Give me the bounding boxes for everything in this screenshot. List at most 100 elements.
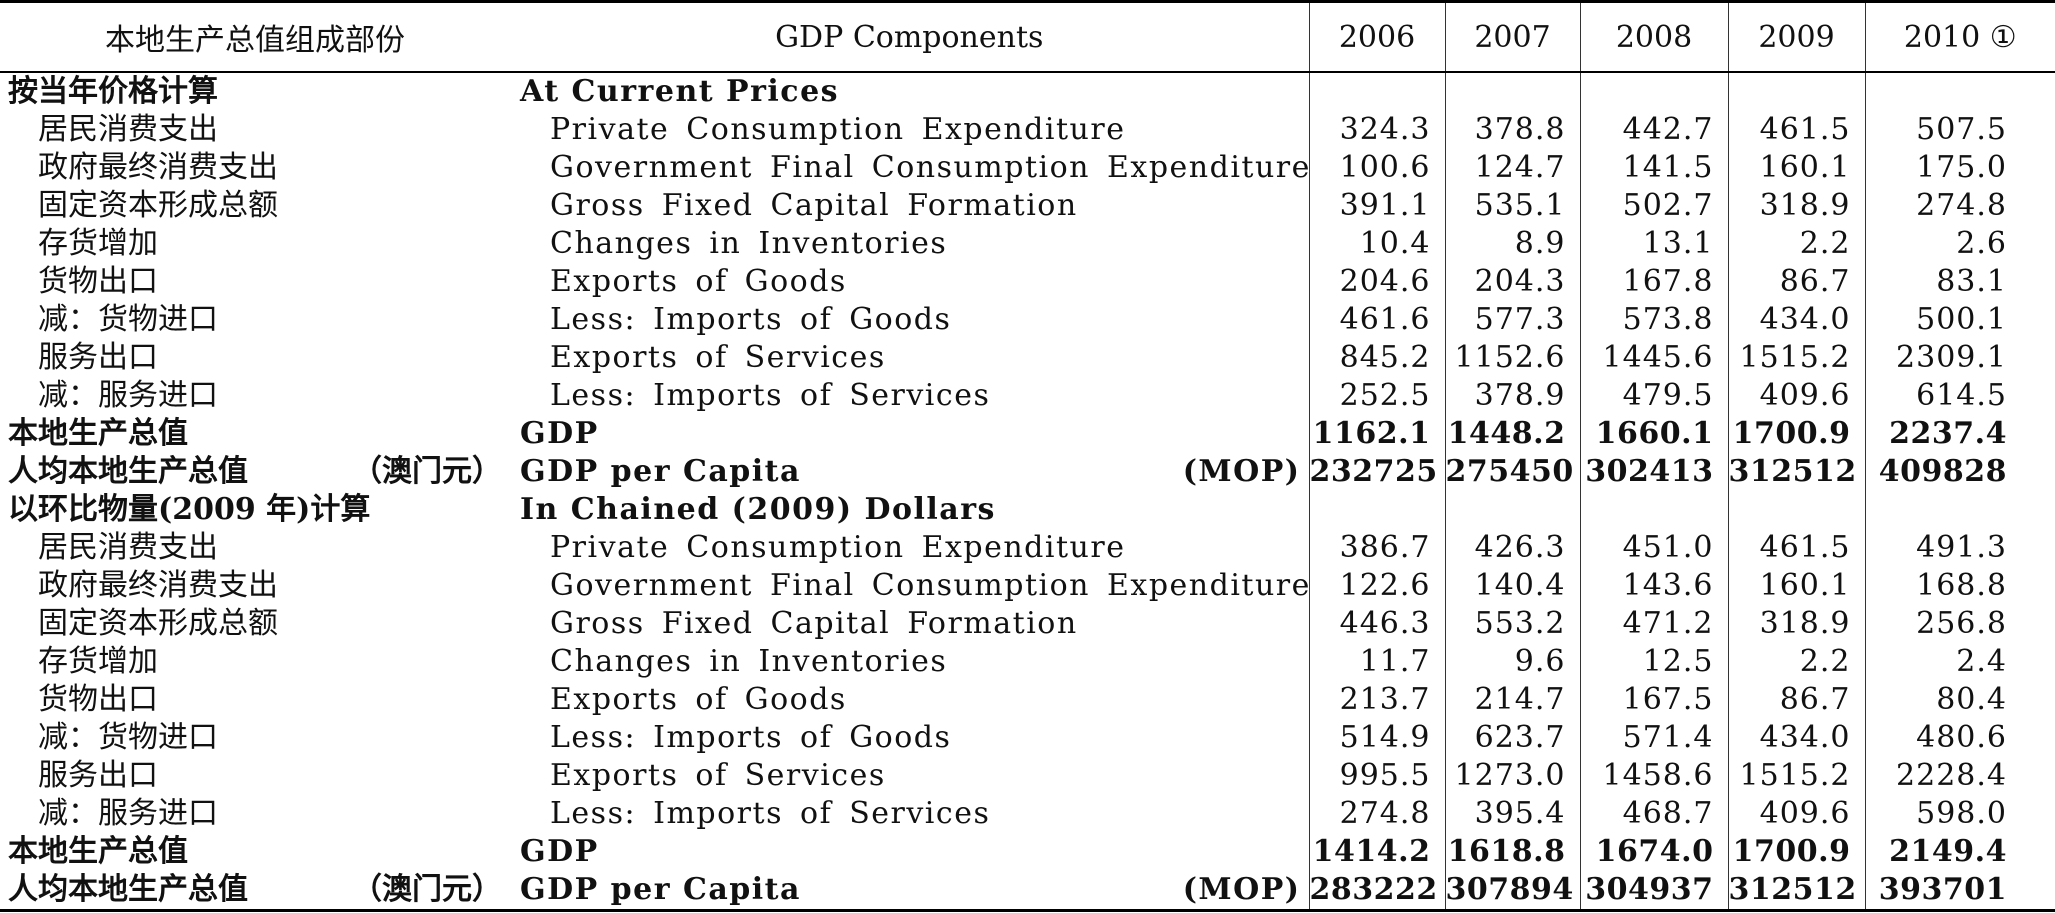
value-cell-2010: 83.1	[1864, 263, 2055, 301]
value-cell-2009: 312512	[1727, 871, 1865, 912]
table-row: 固定资本形成总额 Gross Fixed Capital Formation 446…	[0, 605, 2055, 643]
table-row: 存货增加 Changes in Inventories 11.7 9.6 12.5 2.2…	[0, 643, 2055, 681]
value-cell-2010: 175.0	[1864, 149, 2055, 187]
component-label-cn: 减：服务进口	[38, 378, 218, 413]
component-label-en: Gross Fixed Capital Formation	[550, 188, 1078, 223]
value-cell-2010: 491.3	[1864, 529, 2055, 567]
component-label-en: Changes in Inventories	[550, 226, 948, 261]
component-label-en: Private Consumption Expenditure	[550, 530, 1126, 565]
gdp-per-capita-row: 人均本地生产总值 （澳门元） GDP per Capita (MOP) 283222 30…	[0, 871, 2055, 912]
gdp-per-capita-row: 人均本地生产总值 （澳门元） GDP per Capita (MOP) 232725 27…	[0, 453, 2055, 491]
value-cell-2009: 2.2	[1727, 643, 1865, 681]
value-cell-2008: 13.1	[1579, 225, 1728, 263]
value-cell-2006: 11.7	[1308, 643, 1445, 681]
value-cell-2006: 252.5	[1308, 377, 1445, 415]
per-capita-cn-wrap: 人均本地生产总值 （澳门元）	[8, 872, 510, 908]
gdp-components-table: 本地生产总值组成部份 GDP Components 2006 2007 2008…	[0, 3, 2055, 912]
component-label-en: Gross Fixed Capital Formation	[550, 606, 1078, 641]
empty-cell	[1308, 491, 1445, 529]
value-cell-2010: 393701	[1864, 871, 2055, 912]
section-header-row: 按当年价格计算 At Current Prices	[0, 72, 2055, 111]
value-cell-2010: 598.0	[1864, 795, 2055, 833]
value-cell-2008: 304937	[1579, 871, 1728, 912]
value-cell-2008: 167.5	[1579, 681, 1728, 719]
per-capita-en-text: GDP per Capita	[520, 872, 801, 907]
value-cell-2006: 283222	[1308, 871, 1445, 912]
component-label-cn: 减：服务进口	[38, 796, 218, 831]
value-cell-2010: 2228.4	[1864, 757, 2055, 795]
header-cn-label: 本地生产总值组成部份	[0, 3, 510, 73]
value-cell-2007: 140.4	[1444, 567, 1580, 605]
value-cell-2007: 204.3	[1444, 263, 1580, 301]
empty-cell	[1864, 72, 2055, 111]
component-label-cn: 政府最终消费支出	[38, 568, 278, 603]
table-row: 减：货物进口 Less: Imports of Goods 461.6 577.3 57…	[0, 301, 2055, 339]
component-label-en: Less: Imports of Services	[550, 378, 991, 413]
value-cell-2009: 86.7	[1727, 681, 1865, 719]
section-title-en: At Current Prices	[520, 74, 840, 109]
empty-cell	[1579, 491, 1728, 529]
empty-cell	[1579, 72, 1728, 111]
value-cell-2010: 2.6	[1864, 225, 2055, 263]
component-label-cn: 服务出口	[38, 340, 158, 375]
value-cell-2006: 274.8	[1308, 795, 1445, 833]
per-capita-en-text: GDP per Capita	[520, 454, 801, 489]
value-cell-2007: 1152.6	[1444, 339, 1580, 377]
component-label-cn: 货物出口	[38, 682, 158, 717]
component-label-en: Less: Imports of Goods	[550, 720, 952, 755]
value-cell-2007: 275450	[1444, 453, 1580, 491]
per-capita-en-unit: (MOP)	[1182, 872, 1301, 907]
header-row: 本地生产总值组成部份 GDP Components 2006 2007 2008…	[0, 3, 2055, 73]
value-cell-2008: 468.7	[1579, 795, 1728, 833]
value-cell-2006: 386.7	[1308, 529, 1445, 567]
value-cell-2007: 553.2	[1444, 605, 1580, 643]
value-cell-2007: 1273.0	[1444, 757, 1580, 795]
per-capita-en-wrap: GDP per Capita (MOP)	[520, 872, 1309, 908]
value-cell-2008: 1458.6	[1579, 757, 1728, 795]
value-cell-2008: 1445.6	[1579, 339, 1728, 377]
header-en-label: GDP Components	[510, 3, 1309, 73]
component-label-en: Private Consumption Expenditure	[550, 112, 1126, 147]
component-label-cn: 存货增加	[38, 226, 158, 261]
value-cell-2007: 623.7	[1444, 719, 1580, 757]
value-cell-2008: 573.8	[1579, 301, 1728, 339]
value-cell-2010: 80.4	[1864, 681, 2055, 719]
value-cell-2007: 1448.2	[1444, 415, 1580, 453]
table-row: 减：服务进口 Less: Imports of Services 274.8 395.…	[0, 795, 2055, 833]
value-cell-2008: 143.6	[1579, 567, 1728, 605]
value-cell-2009: 409.6	[1727, 795, 1865, 833]
table-row: 居民消费支出 Private Consumption Expenditure 386…	[0, 529, 2055, 567]
value-cell-2007: 577.3	[1444, 301, 1580, 339]
value-cell-2009: 461.5	[1727, 529, 1865, 567]
value-cell-2006: 10.4	[1308, 225, 1445, 263]
table-row: 政府最终消费支出 Government Final Consumption Exp…	[0, 149, 2055, 187]
value-cell-2008: 502.7	[1579, 187, 1728, 225]
empty-cell	[1727, 72, 1865, 111]
value-cell-2008: 479.5	[1579, 377, 1728, 415]
header-year-2007: 2007	[1444, 3, 1580, 73]
table-row: 货物出口 Exports of Goods 213.7 214.7 167.5 86.7 8…	[0, 681, 2055, 719]
component-label-cn: 政府最终消费支出	[38, 150, 278, 185]
value-cell-2009: 1700.9	[1727, 833, 1865, 871]
value-cell-2010: 614.5	[1864, 377, 2055, 415]
section-title-en: In Chained (2009) Dollars	[520, 492, 996, 527]
component-label-en: Government Final Consumption Expenditure	[550, 150, 1311, 185]
per-capita-cn-wrap: 人均本地生产总值 （澳门元）	[8, 454, 510, 490]
empty-cell	[1727, 491, 1865, 529]
component-label-cn: 服务出口	[38, 758, 158, 793]
per-capita-en-wrap: GDP per Capita (MOP)	[520, 454, 1309, 490]
value-cell-2006: 995.5	[1308, 757, 1445, 795]
value-cell-2010: 2309.1	[1864, 339, 2055, 377]
value-cell-2010: 2237.4	[1864, 415, 2055, 453]
per-capita-label-en: GDP per Capita (MOP)	[510, 871, 1309, 912]
component-label-cn: 居民消费支出	[38, 112, 218, 147]
value-cell-2006: 391.1	[1308, 187, 1445, 225]
gdp-label-en: GDP	[520, 416, 599, 451]
value-cell-2007: 9.6	[1444, 643, 1580, 681]
component-label-en: Less: Imports of Goods	[550, 302, 952, 337]
value-cell-2009: 434.0	[1727, 301, 1865, 339]
component-label-en: Exports of Services	[550, 758, 886, 793]
value-cell-2010: 500.1	[1864, 301, 2055, 339]
value-cell-2006: 232725	[1308, 453, 1445, 491]
component-label-en: Exports of Services	[550, 340, 886, 375]
